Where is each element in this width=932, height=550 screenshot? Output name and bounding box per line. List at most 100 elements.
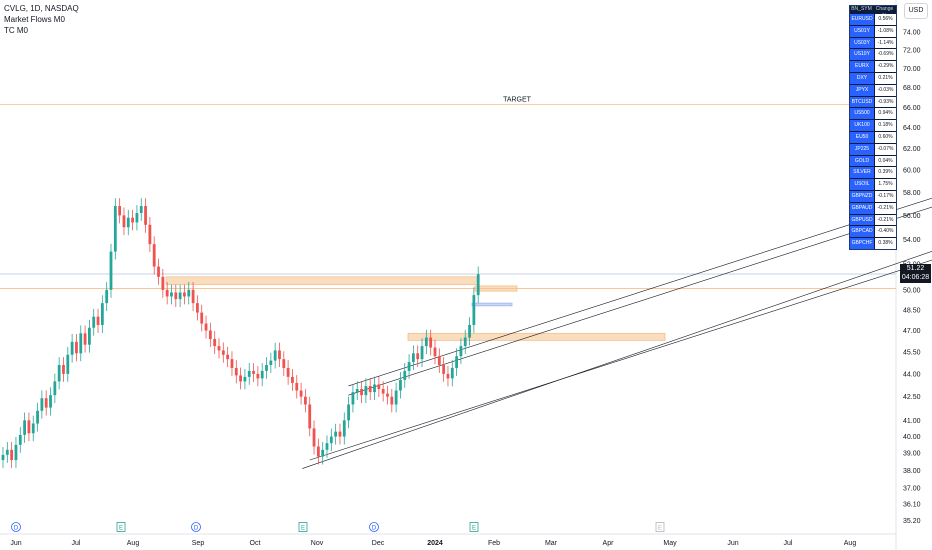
candle-body xyxy=(282,359,286,368)
y-tick-label: 50.00 xyxy=(903,287,921,294)
ticker-symbol: SILVER xyxy=(850,167,874,179)
candle-body xyxy=(10,449,14,460)
candle-body xyxy=(364,385,368,396)
indicator-label[interactable]: TC M0 xyxy=(4,26,28,35)
dividend-marker-icon xyxy=(191,522,201,532)
candle-body xyxy=(200,312,204,324)
candle-body xyxy=(437,356,441,365)
symbol-line[interactable]: CVLG, 1D, NASDAQ xyxy=(4,4,79,13)
dividend-marker-icon xyxy=(369,522,379,532)
channel-top xyxy=(348,197,932,387)
candle-body xyxy=(126,217,130,228)
y-tick-label: 40.00 xyxy=(903,434,921,441)
ticker-symbol: UK100 xyxy=(850,120,874,131)
candle-body xyxy=(355,389,359,393)
target-label: TARGET xyxy=(503,96,532,103)
x-tick-label: Aug xyxy=(844,540,857,547)
currency-button[interactable]: USD xyxy=(904,3,928,19)
y-tick-label: 72.00 xyxy=(903,48,921,55)
candle-body xyxy=(308,404,312,429)
ticker-change: -0.21% xyxy=(875,214,896,226)
candle-body xyxy=(14,444,18,460)
blue-zone xyxy=(471,302,513,307)
candle-body xyxy=(252,370,255,374)
candle-body xyxy=(161,276,165,290)
candle-body xyxy=(31,423,35,434)
candle-body xyxy=(165,289,169,297)
candle-body xyxy=(403,370,407,380)
candle-body xyxy=(135,213,139,223)
candle-body xyxy=(49,395,52,408)
earnings-marker-icon xyxy=(469,522,479,532)
ticker-symbol: GBPCAD xyxy=(850,226,874,238)
candle-body xyxy=(394,390,398,405)
ticker-symbol: GBPAUD xyxy=(850,202,874,214)
x-tick-label: Jun xyxy=(727,540,738,547)
candle-body xyxy=(83,333,87,345)
y-tick-label: 41.00 xyxy=(903,418,921,425)
candle-body xyxy=(446,373,450,379)
current-price-label: 51.22 04:06:28 xyxy=(900,264,931,283)
candle-body xyxy=(217,346,221,351)
event-marker-label: D xyxy=(194,526,199,532)
candle-body xyxy=(92,316,96,328)
candle-body xyxy=(342,420,346,437)
candle-body xyxy=(476,274,480,296)
candle-body xyxy=(18,434,22,445)
x-tick-label: Aug xyxy=(127,540,140,547)
candle-body xyxy=(144,206,147,225)
ticker-symbol: EU50 xyxy=(850,131,874,143)
candle-body xyxy=(36,410,39,424)
candle-body xyxy=(57,364,61,382)
candle-body xyxy=(204,323,208,331)
candle-body xyxy=(247,370,251,377)
current-price-value: 51.22 xyxy=(906,265,925,272)
candle-body xyxy=(178,292,182,300)
ticker-change: 0.94% xyxy=(875,108,896,120)
candle-body xyxy=(260,370,264,379)
event-marker-label: E xyxy=(119,526,123,532)
ticker-change: -1.08% xyxy=(875,25,896,37)
x-tick-label: Nov xyxy=(311,540,324,547)
candle-body xyxy=(109,251,113,290)
x-tick-label: Oct xyxy=(250,540,261,547)
x-tick-label: Sep xyxy=(192,540,205,547)
ticker-row: GBPCHF 0.38% xyxy=(850,237,896,249)
x-tick-label: Jul xyxy=(72,540,81,547)
y-tick-label: 42.50 xyxy=(903,394,921,401)
candle-body xyxy=(196,303,199,313)
ticker-row: GBPNZD -0.17% xyxy=(850,189,896,202)
candle-body xyxy=(325,443,329,450)
candle-body xyxy=(113,206,117,252)
candle-body xyxy=(183,292,186,297)
candle-body xyxy=(316,446,320,457)
candle-body xyxy=(416,353,420,360)
candle-body xyxy=(1,454,5,460)
ticker-table-header: BN_SYM Change % xyxy=(850,6,896,19)
candle-body xyxy=(66,354,70,374)
candle-body xyxy=(221,350,225,355)
ticker-row: EURX -0.29% xyxy=(850,60,896,72)
candle-body xyxy=(256,373,260,379)
candle-body xyxy=(286,367,290,377)
candle-body xyxy=(230,359,234,368)
ticker-change: -0.07% xyxy=(875,143,896,155)
candle-body xyxy=(351,392,355,405)
y-tick-label: 58.00 xyxy=(903,190,921,197)
candle-body xyxy=(234,367,238,376)
candle-body xyxy=(295,382,299,391)
candle-body xyxy=(96,316,100,325)
x-tick-label: May xyxy=(663,540,677,547)
candle-body xyxy=(75,341,78,354)
y-tick-label: 74.00 xyxy=(903,30,921,37)
candle-body xyxy=(122,215,126,228)
indicator-label[interactable]: Market Flows M0 xyxy=(4,15,65,24)
candle-body xyxy=(40,398,44,411)
candle-body xyxy=(347,404,350,421)
candle-body xyxy=(157,266,160,277)
x-tick-label: Jul xyxy=(784,540,793,547)
ticker-change: -0.17% xyxy=(875,190,896,202)
candle-body xyxy=(131,217,134,223)
ticker-symbol: GOLD xyxy=(850,155,874,167)
